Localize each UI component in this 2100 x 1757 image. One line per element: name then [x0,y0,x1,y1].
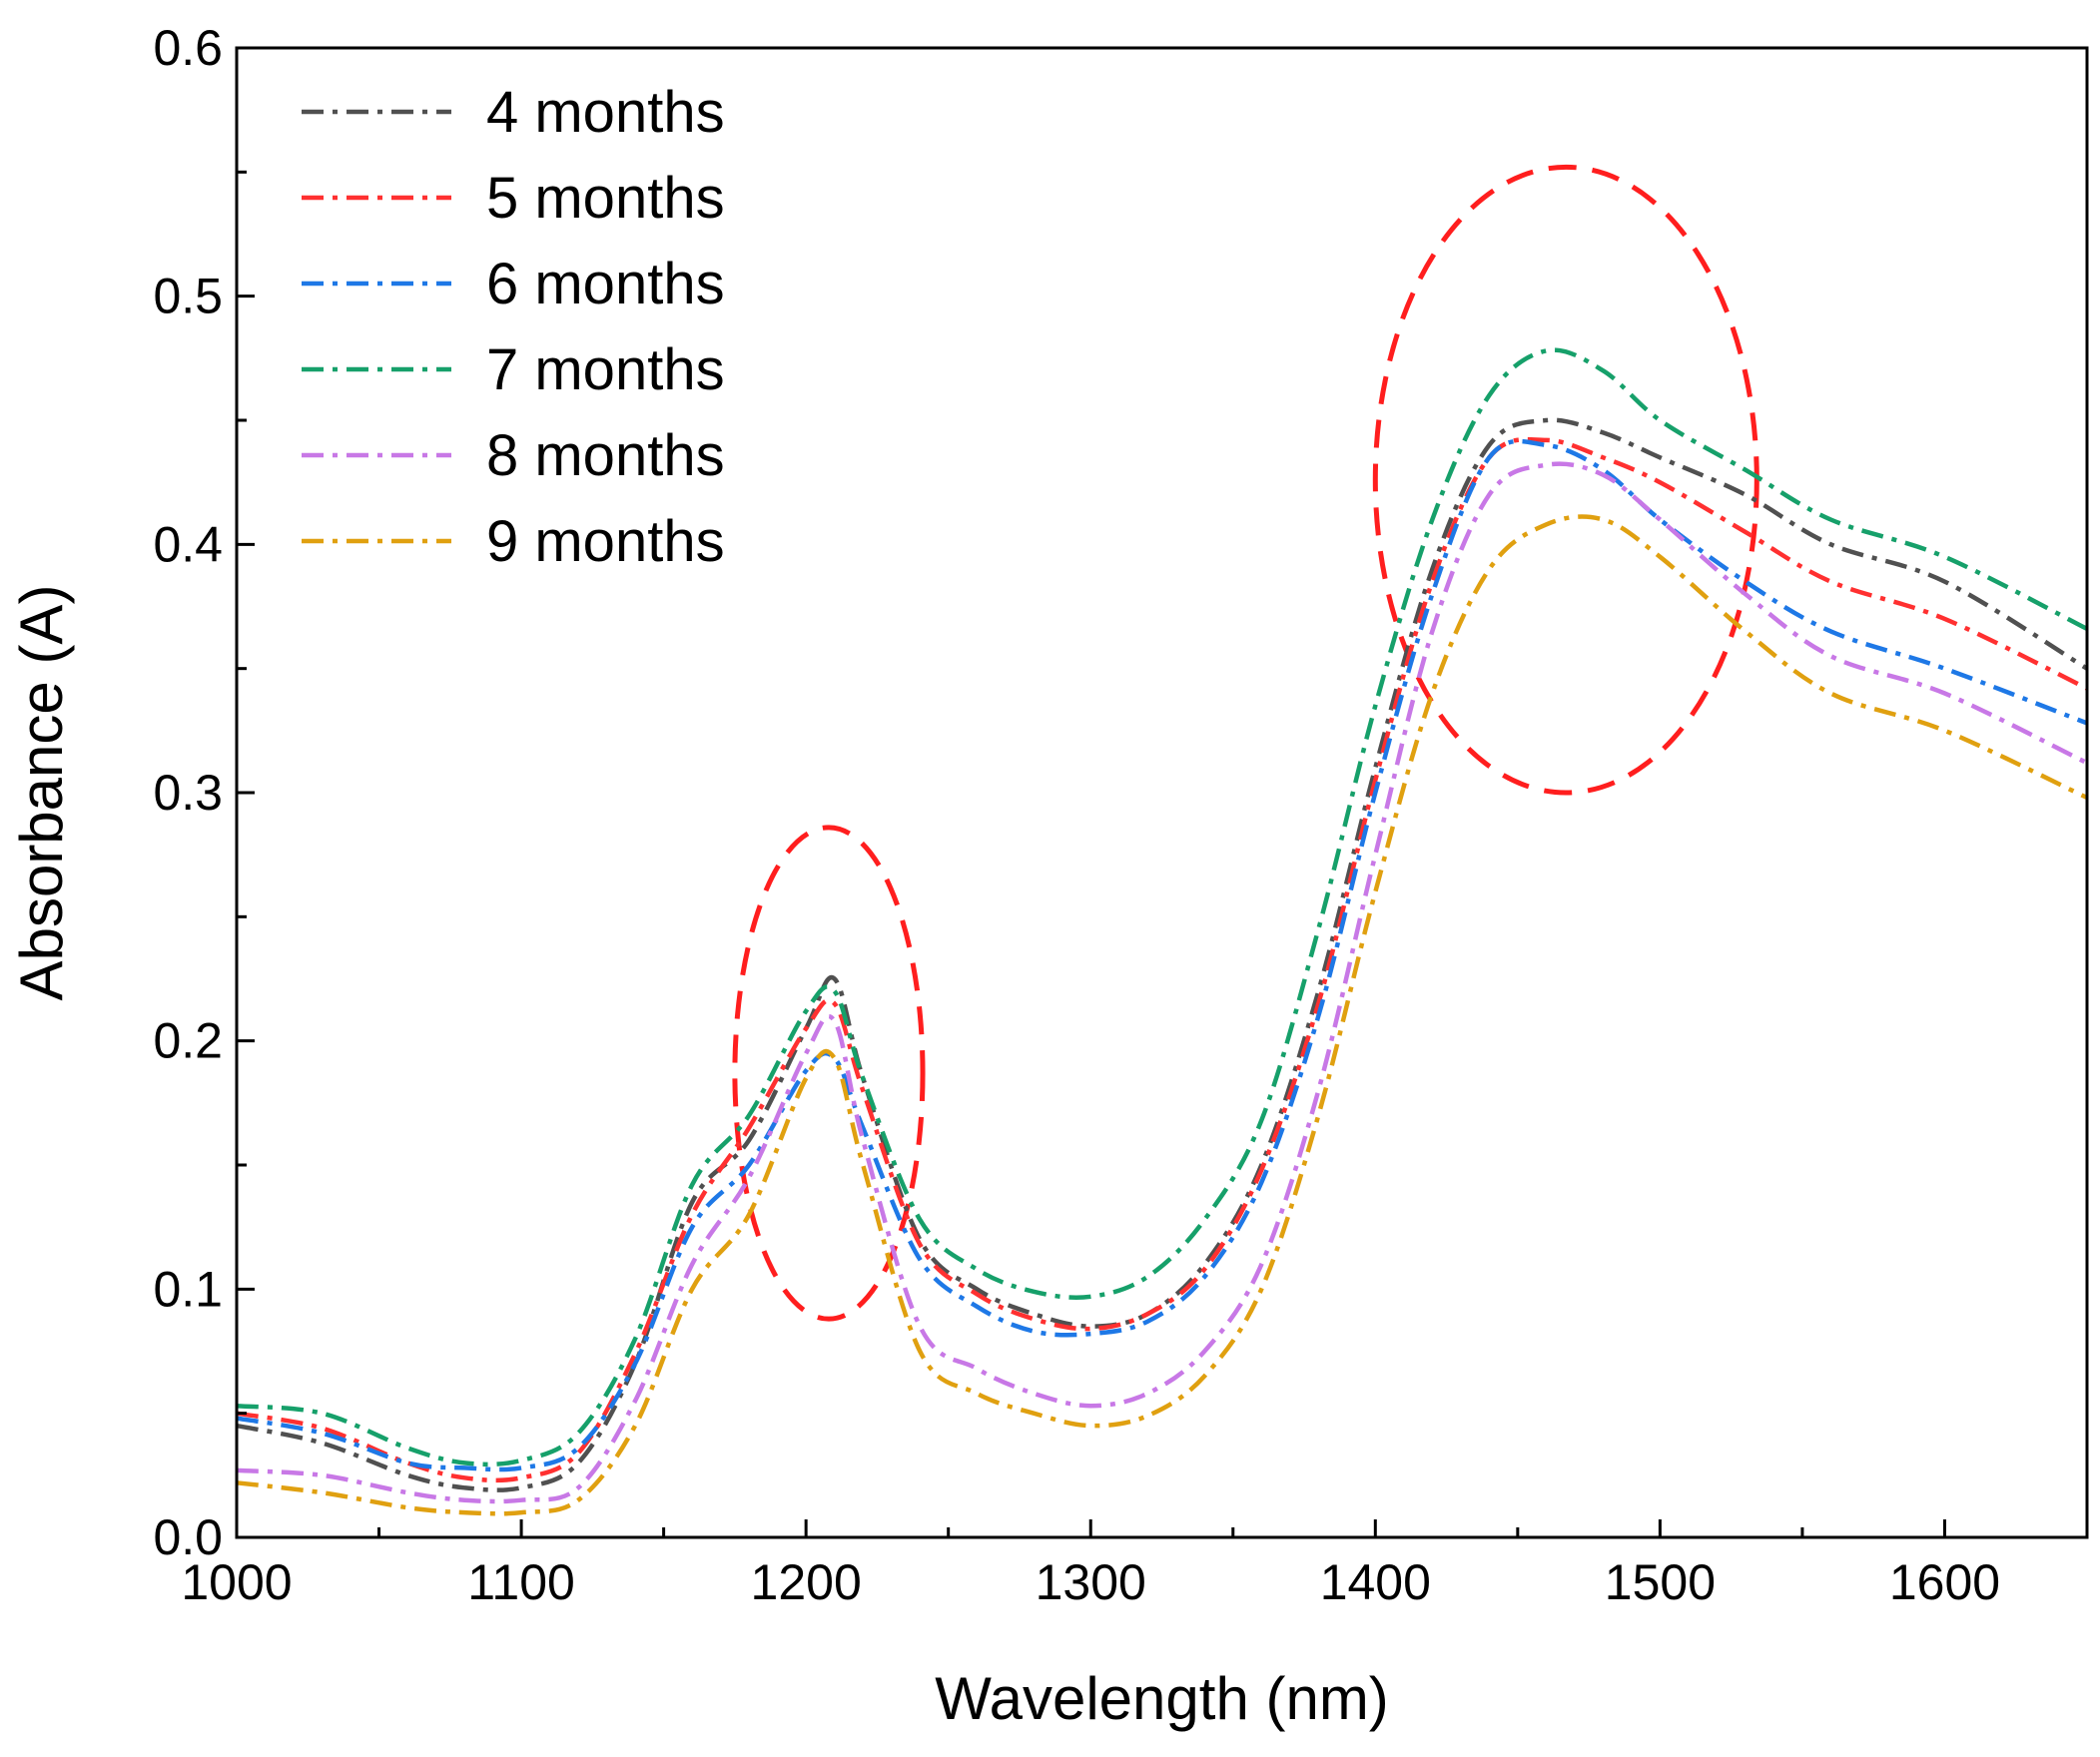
series-line [236,461,2088,1504]
series-layer [236,347,2089,1516]
axes-layer: 1000 1100 1200 1300 1400 1500 1600 0.0 0.1 0.2 0.3… [153,20,2000,1610]
x-tick-label: 1500 [1605,1554,1716,1610]
legend-label: 8 months [486,423,725,488]
series-line [236,436,2088,1483]
x-tick-label: 1600 [1889,1554,2000,1610]
legend-label: 4 months [486,80,725,145]
y-tick-label: 0.0 [153,1509,223,1565]
highlight-ellipse [732,825,926,1322]
annotations-layer [732,164,1759,1322]
highlight-ellipse [1372,164,1759,796]
y-tick-label: 0.6 [153,20,223,76]
series-line [236,514,2088,1516]
x-tick-label: 1000 [181,1554,292,1610]
legend-label: 9 months [486,509,725,574]
series-line [236,347,2089,1467]
legend-label: 5 months [486,166,725,231]
y-tick-label: 0.4 [153,516,223,572]
x-tick-label: 1300 [1036,1554,1146,1610]
series-line [236,417,2089,1492]
x-tick-label: 1100 [467,1554,575,1610]
legend-label: 7 months [486,337,725,402]
x-axis-label: Wavelength (nm) [935,1665,1389,1732]
y-tick-label: 0.3 [153,765,223,821]
series-line [236,438,2088,1472]
y-axis-label: Absorbance (A) [8,585,75,1001]
legend-label: 6 months [486,252,725,316]
y-tick-label: 0.5 [153,269,223,324]
legend: 4 months 5 months 6 months 7 months 8 months… [302,80,725,574]
y-tick-label: 0.1 [153,1261,223,1317]
x-tick-label: 1400 [1320,1554,1431,1610]
x-tick-label: 1200 [751,1554,862,1610]
y-tick-label: 0.2 [153,1013,223,1069]
